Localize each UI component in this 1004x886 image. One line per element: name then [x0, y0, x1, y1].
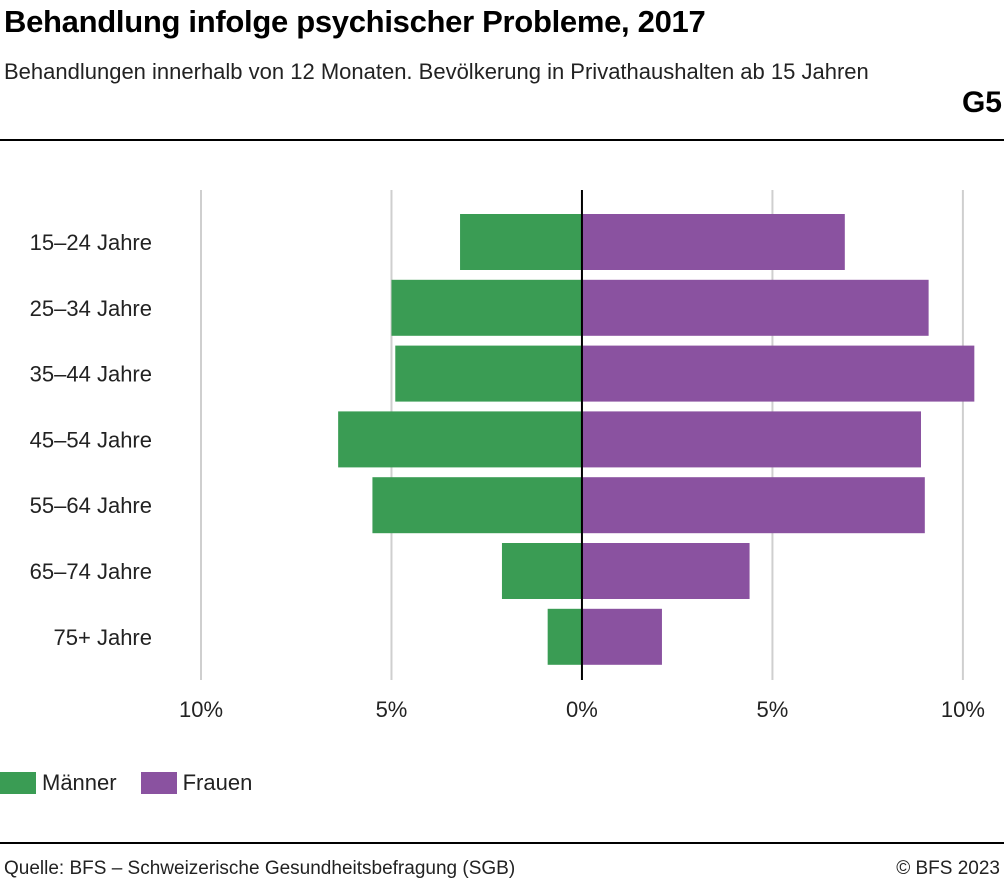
x-tick-label-4: 10% [941, 697, 985, 722]
chart-title: Behandlung infolge psychischer Probleme,… [4, 4, 706, 39]
legend-item-women: Frauen [140, 770, 253, 796]
legend-item-men: Männer [0, 770, 117, 796]
bottom-divider [0, 842, 1004, 844]
bar-women-0 [581, 214, 845, 270]
bar-women-3 [581, 411, 921, 468]
bar-men-5 [501, 543, 582, 599]
legend-label-men: Männer [42, 770, 117, 795]
category-label-3: 45–54 Jahre [30, 427, 152, 452]
x-tick-label-3: 5% [757, 697, 789, 722]
legend-swatch-men [0, 772, 36, 794]
x-tick-label-2: 0% [566, 697, 598, 722]
source-note: Quelle: BFS – Schweizerische Gesundheits… [4, 858, 516, 879]
x-tick-label-0: 10% [179, 697, 223, 722]
x-tick-label-1: 5% [376, 697, 408, 722]
bar-women-6 [581, 608, 662, 665]
bar-women-4 [581, 477, 925, 534]
bar-men-0 [460, 214, 582, 270]
bar-men-1 [391, 279, 582, 336]
figure-id: G5 [961, 86, 1002, 119]
bar-men-6 [547, 608, 582, 665]
bar-women-1 [581, 279, 929, 336]
top-divider [0, 139, 1004, 141]
legend-label-women: Frauen [182, 770, 253, 795]
category-label-2: 35–44 Jahre [30, 362, 152, 387]
bar-men-3 [338, 411, 582, 468]
legend: Männer Frauen [0, 770, 276, 796]
legend-swatch-women [140, 772, 177, 794]
category-label-4: 55–64 Jahre [30, 493, 152, 518]
bar-men-4 [372, 477, 582, 534]
copyright-note: © BFS 2023 [896, 858, 1000, 879]
category-label-0: 15–24 Jahre [30, 230, 152, 255]
category-label-1: 25–34 Jahre [30, 296, 152, 321]
category-label-5: 65–74 Jahre [30, 559, 152, 584]
bar-women-2 [581, 345, 975, 402]
bar-men-2 [395, 345, 582, 402]
chart-subtitle: Behandlungen innerhalb von 12 Monaten. B… [4, 59, 869, 84]
category-label-6: 75+ Jahre [54, 625, 152, 650]
bar-women-5 [581, 543, 750, 599]
